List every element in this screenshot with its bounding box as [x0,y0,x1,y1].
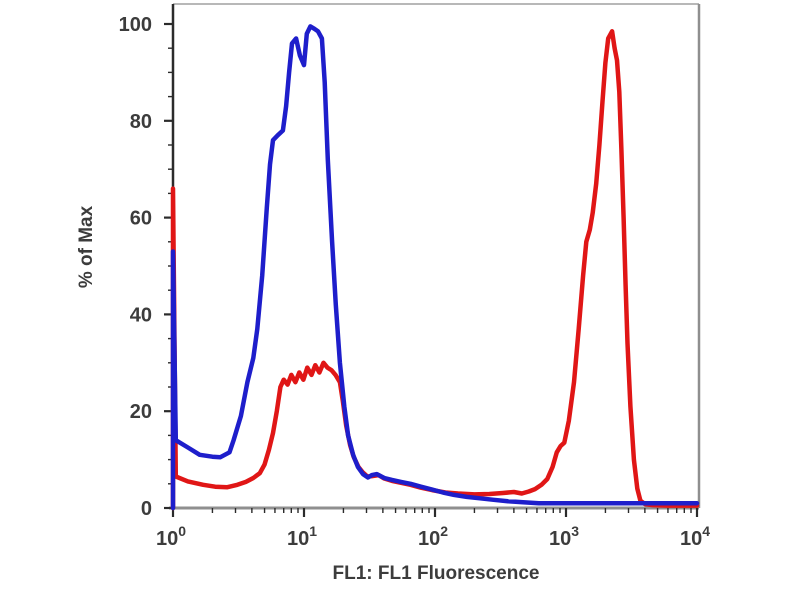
blue-histogram-curve [170,24,700,511]
y-tick-label: 80 [130,111,152,133]
x-tick-label: 103 [549,523,579,550]
red-histogram-curve [170,29,700,511]
y-tick-label: 100 [119,14,152,36]
y-tick-label: 0 [141,498,152,520]
y-tick-label: 40 [130,304,152,326]
x-axis-title: FL1: FL1 Fluorescence [332,563,540,584]
y-axis-title: % of Max [76,205,97,289]
x-tick-label: 104 [680,523,710,550]
y-tick-label: 20 [130,401,152,423]
x-tick-label: 100 [156,523,186,550]
x-tick-label: 101 [287,523,317,550]
y-tick-label: 60 [130,208,152,230]
x-tick-label: 102 [418,523,448,550]
